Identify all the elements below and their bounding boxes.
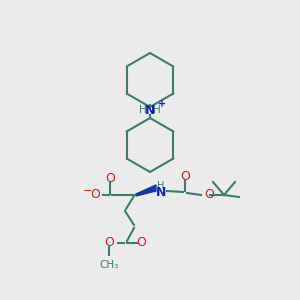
- Text: O: O: [90, 188, 100, 202]
- Text: +: +: [158, 99, 166, 109]
- Text: H: H: [139, 105, 147, 115]
- Text: −: −: [83, 186, 93, 196]
- Text: H: H: [157, 181, 165, 191]
- Text: CH₃: CH₃: [99, 260, 119, 270]
- Text: O: O: [104, 236, 114, 250]
- Text: H: H: [153, 105, 161, 115]
- Text: N: N: [156, 185, 166, 199]
- Text: O: O: [105, 172, 115, 185]
- Text: O: O: [180, 170, 190, 184]
- Text: O: O: [136, 236, 146, 250]
- Polygon shape: [136, 185, 156, 196]
- Text: N: N: [145, 103, 155, 116]
- Text: O: O: [204, 188, 214, 202]
